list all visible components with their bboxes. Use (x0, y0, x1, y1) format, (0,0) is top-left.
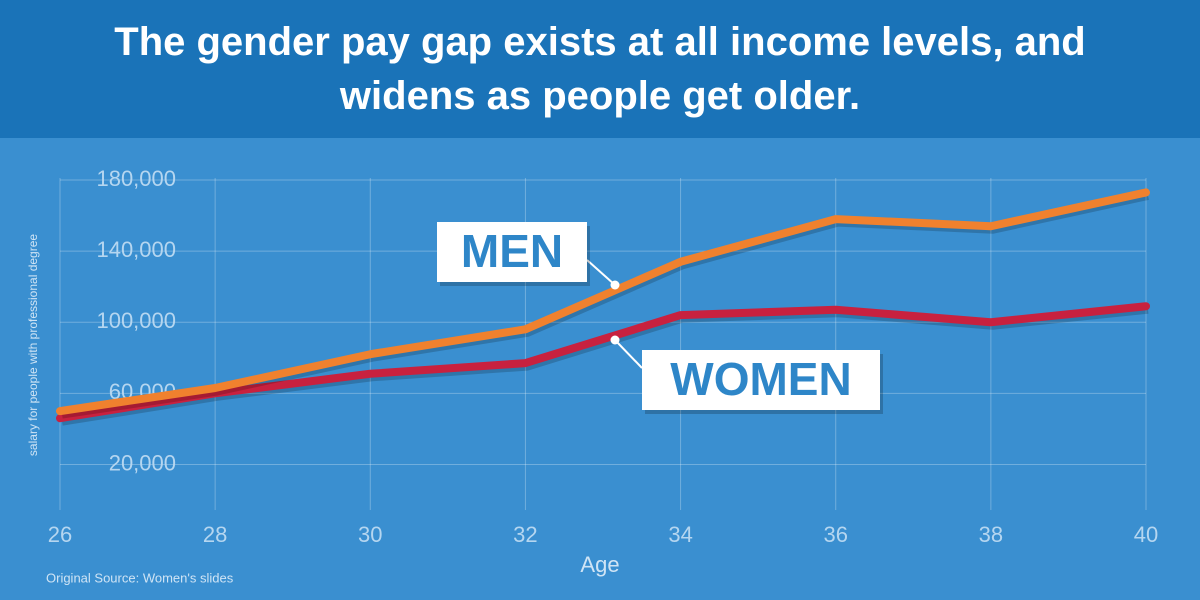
source-note: Original Source: Women's slides (46, 570, 234, 585)
y-tick-label: 20,000 (109, 450, 176, 475)
legend-label: MEN (461, 225, 563, 277)
header: The gender pay gap exists at all income … (0, 0, 1200, 138)
x-tick-label: 36 (823, 522, 847, 547)
x-tick-label: 40 (1134, 522, 1158, 547)
legend-label: WOMEN (670, 353, 851, 405)
x-tick-label: 34 (668, 522, 692, 547)
y-axis-label: salary for people with professional degr… (26, 234, 40, 456)
y-tick-label: 180,000 (96, 166, 176, 191)
legend-box (642, 350, 880, 410)
x-tick-label: 38 (979, 522, 1003, 547)
leader-line (614, 339, 643, 369)
x-tick-label: 26 (48, 522, 72, 547)
leader-dot (610, 280, 620, 290)
line-shadow (61, 304, 1149, 426)
x-tick-label: 32 (513, 522, 537, 547)
y-tick-label: 100,000 (96, 308, 176, 333)
data-line (56, 302, 1150, 423)
legend-box (437, 222, 587, 282)
y-tick-label: 140,000 (96, 237, 176, 262)
x-tick-label: 30 (358, 522, 382, 547)
leader-line (586, 259, 616, 286)
x-axis-label: Age (580, 552, 619, 577)
x-tick-label: 28 (203, 522, 227, 547)
chart-title: The gender pay gap exists at all income … (114, 20, 1086, 118)
leader-dot (610, 335, 620, 345)
data-line (56, 188, 1150, 416)
